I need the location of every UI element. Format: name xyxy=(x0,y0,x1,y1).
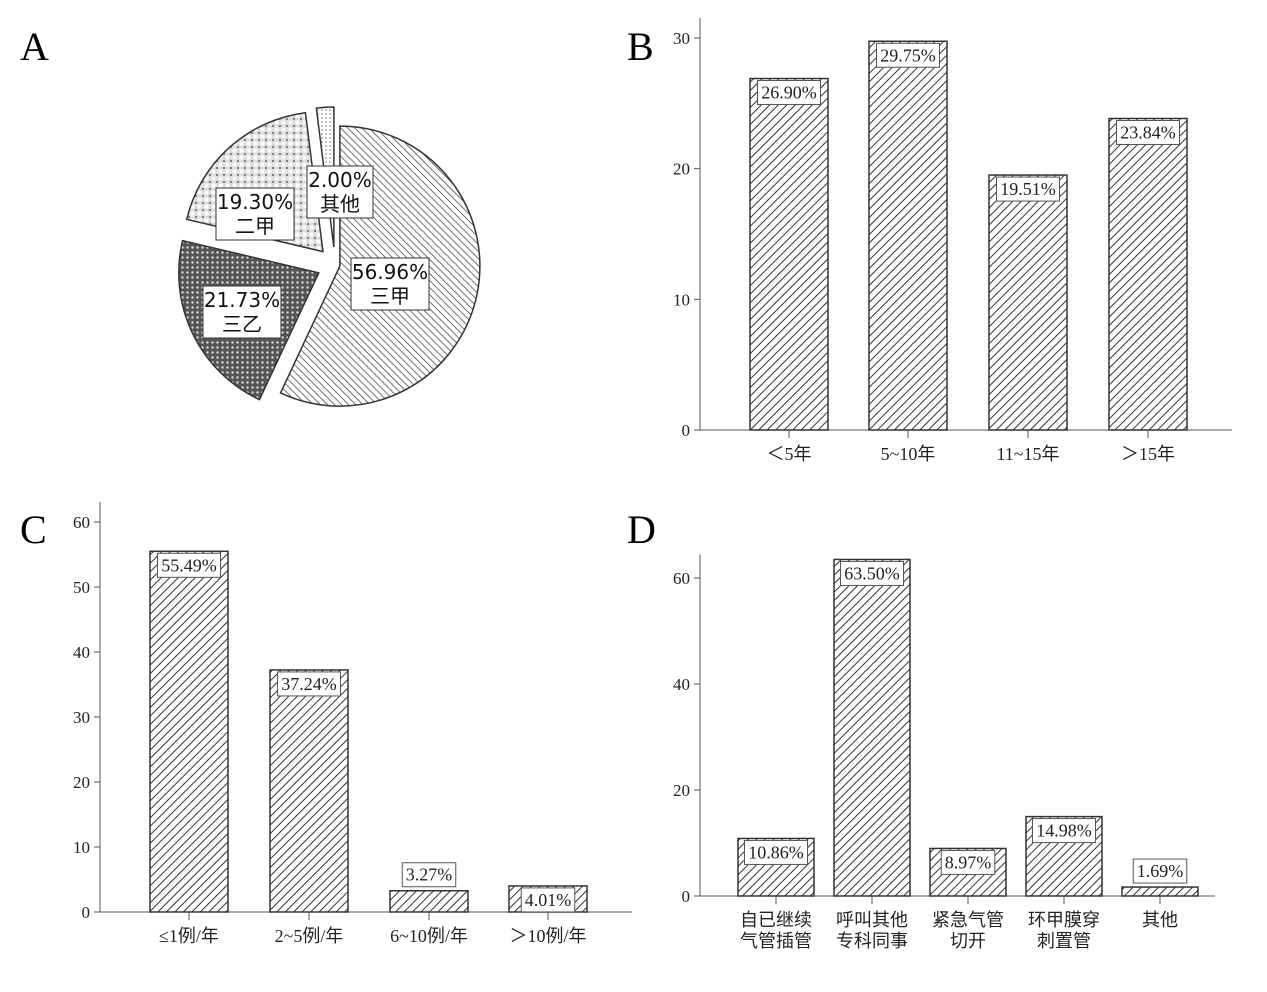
x-category-label: 2~5例/年 xyxy=(275,926,344,946)
x-category-label: ≤1例/年 xyxy=(159,926,219,946)
pie-category-label: 三乙 xyxy=(222,312,262,336)
value-label-box xyxy=(1116,119,1180,145)
x-category-label: 刺置管 xyxy=(1037,931,1091,951)
x-category-label: ＞10例/年 xyxy=(509,926,586,946)
pie-value-label: 21.73% xyxy=(204,288,280,312)
value-label: 55.49% xyxy=(161,555,217,575)
y-tick-label: 0 xyxy=(682,421,691,440)
y-tick-label: 0 xyxy=(682,887,691,906)
value-label-box xyxy=(744,839,808,865)
value-label-box xyxy=(1132,858,1188,884)
y-tick-label: 20 xyxy=(673,781,690,800)
x-category-label: ＞15年 xyxy=(1121,444,1175,464)
bar xyxy=(988,174,1068,431)
value-label: 23.84% xyxy=(1120,122,1176,142)
x-category-label: 环甲膜穿 xyxy=(1028,910,1100,930)
y-tick-label: 50 xyxy=(73,578,90,597)
x-category-label: ＜5年 xyxy=(767,444,812,464)
y-tick-label: 20 xyxy=(673,160,690,179)
bar xyxy=(1121,886,1199,897)
bar xyxy=(149,550,229,913)
y-tick-label: 20 xyxy=(73,773,90,792)
x-category-label: 紧急气管 xyxy=(932,910,1004,930)
panel-label-d: D xyxy=(627,507,656,552)
value-label-box xyxy=(876,42,940,68)
value-label-box xyxy=(996,176,1060,202)
y-tick-label: 60 xyxy=(73,513,90,532)
value-label: 4.01% xyxy=(525,890,572,910)
value-label: 26.90% xyxy=(761,83,817,103)
x-category-label: 呼叫其他 xyxy=(836,910,908,930)
pie-label-box xyxy=(306,165,374,219)
pie-value-label: 19.30% xyxy=(217,190,293,214)
pie-label-box xyxy=(215,187,295,241)
value-label: 14.98% xyxy=(1036,821,1092,841)
x-category-label: 切开 xyxy=(950,931,986,951)
value-label-box xyxy=(840,560,904,586)
bar xyxy=(868,40,948,431)
pie-label-box xyxy=(202,285,282,339)
value-label-box xyxy=(157,552,221,578)
pie-category-label: 其他 xyxy=(320,192,360,216)
x-category-label: 11~15年 xyxy=(996,444,1059,464)
panel-label-b: B xyxy=(627,24,654,69)
bar xyxy=(389,889,469,913)
value-label: 29.75% xyxy=(880,45,936,65)
pie-value-label: 56.96% xyxy=(352,260,428,284)
x-category-label: 专科同事 xyxy=(836,931,908,951)
pie-category-label: 二甲 xyxy=(235,214,275,238)
value-label: 3.27% xyxy=(406,865,453,885)
value-label-box xyxy=(401,862,457,888)
y-tick-label: 10 xyxy=(673,290,690,309)
y-tick-label: 30 xyxy=(73,708,90,727)
value-label-box xyxy=(757,80,821,106)
x-category-label: 自已继续 xyxy=(740,910,812,930)
value-label: 8.97% xyxy=(945,852,992,872)
value-label-box xyxy=(277,671,341,697)
bar xyxy=(833,558,911,897)
bar xyxy=(749,77,829,431)
value-label-box xyxy=(1032,818,1096,844)
value-label: 63.50% xyxy=(844,563,900,583)
bar-chart-b: 0 10 20 30 26.90% ＜5年 29.75% 5~10年 19.51% 11~15年 2… xyxy=(673,18,1232,464)
pie-chart-a: 56.96%三甲 21.73%三乙 19.30%二甲 2.00%其他 xyxy=(178,106,481,407)
y-tick-label: 0 xyxy=(82,903,91,922)
value-label-box xyxy=(520,887,576,913)
value-label: 19.51% xyxy=(1000,179,1056,199)
value-label: 1.69% xyxy=(1137,861,1184,881)
x-category-label: 其他 xyxy=(1142,910,1178,930)
pie-label-box xyxy=(350,257,430,311)
x-category-label: 6~10例/年 xyxy=(390,926,468,946)
panel-label-c: C xyxy=(20,507,47,552)
value-label-box xyxy=(940,849,996,875)
y-tick-label: 60 xyxy=(673,569,690,588)
bar-chart-c: 0 10 20 30 40 50 60 55.49% ≤1例/年 37.24% 2~5例/年 3.27… xyxy=(73,502,632,946)
bar xyxy=(1108,117,1188,431)
x-category-label: 5~10年 xyxy=(881,444,936,464)
panel-label-a: A xyxy=(20,24,49,69)
y-tick-label: 40 xyxy=(673,675,690,694)
value-label: 37.24% xyxy=(281,674,337,694)
bar xyxy=(269,669,349,913)
y-tick-label: 10 xyxy=(73,838,90,857)
pie-category-label: 三甲 xyxy=(370,284,410,308)
value-label: 10.86% xyxy=(748,842,804,862)
y-tick-label: 40 xyxy=(73,643,90,662)
pie-value-label: 2.00% xyxy=(308,168,372,192)
y-tick-label: 30 xyxy=(673,29,690,48)
x-category-label: 气管插管 xyxy=(740,931,812,951)
